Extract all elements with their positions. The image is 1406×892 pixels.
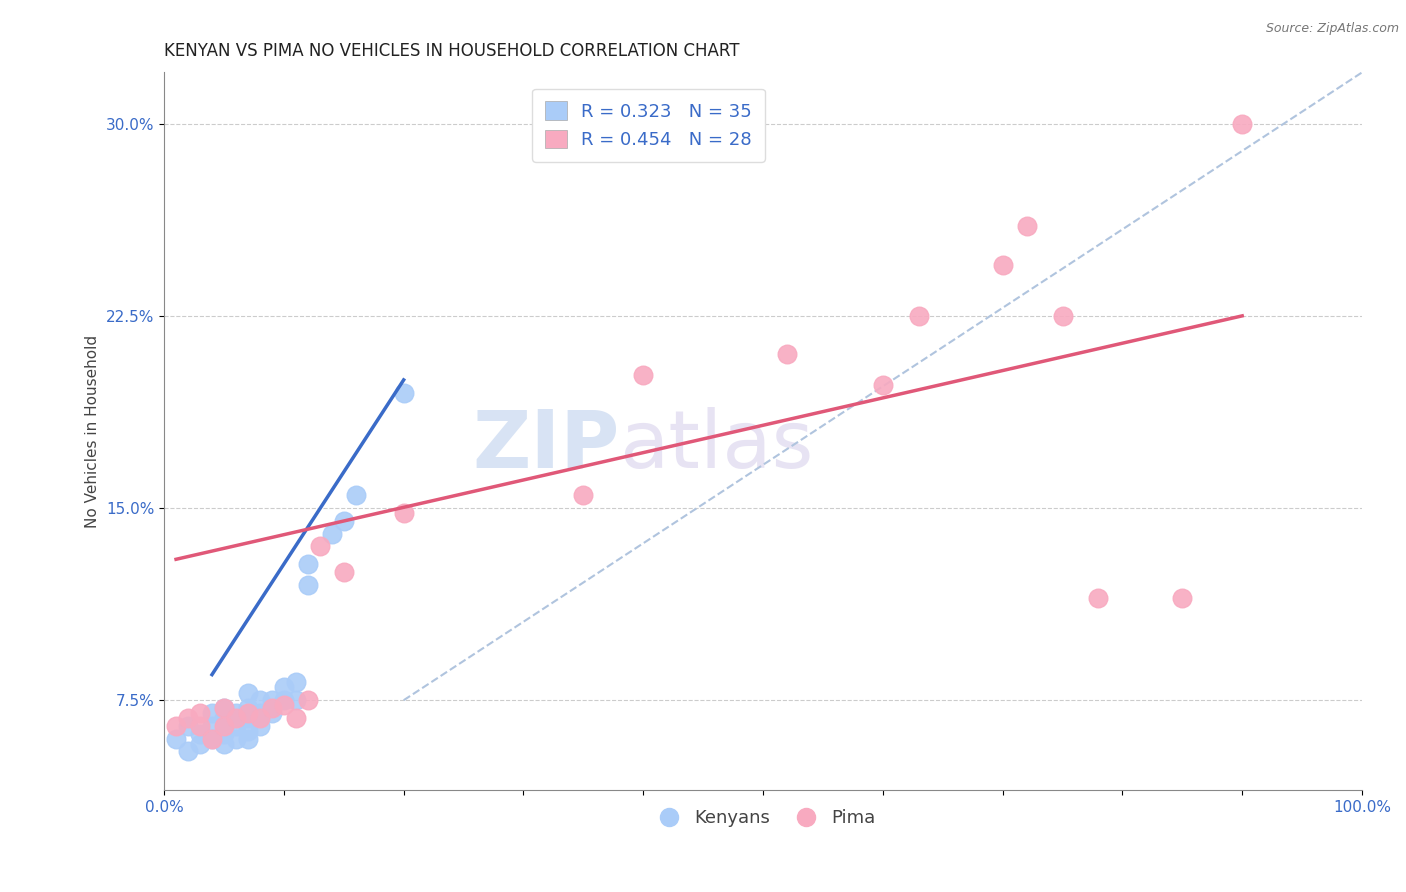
- Point: [236, 731, 259, 746]
- Point: [572, 488, 595, 502]
- Point: [907, 309, 929, 323]
- Point: [332, 565, 354, 579]
- Point: [392, 506, 415, 520]
- Point: [201, 706, 224, 720]
- Point: [212, 701, 235, 715]
- Point: [1052, 309, 1074, 323]
- Point: [236, 723, 259, 738]
- Point: [212, 711, 235, 725]
- Point: [188, 726, 211, 740]
- Legend: Kenyans, Pima: Kenyans, Pima: [644, 802, 883, 835]
- Point: [308, 540, 330, 554]
- Point: [344, 488, 367, 502]
- Point: [177, 719, 200, 733]
- Point: [260, 693, 283, 707]
- Point: [332, 514, 354, 528]
- Point: [776, 347, 799, 361]
- Point: [236, 711, 259, 725]
- Point: [249, 706, 271, 720]
- Point: [177, 711, 200, 725]
- Point: [297, 578, 319, 592]
- Y-axis label: No Vehicles in Household: No Vehicles in Household: [86, 334, 100, 528]
- Point: [225, 719, 247, 733]
- Text: atlas: atlas: [619, 407, 814, 484]
- Point: [273, 698, 295, 713]
- Point: [1087, 591, 1109, 605]
- Point: [201, 731, 224, 746]
- Point: [321, 526, 343, 541]
- Point: [249, 711, 271, 725]
- Point: [297, 693, 319, 707]
- Point: [225, 706, 247, 720]
- Point: [284, 693, 307, 707]
- Point: [260, 706, 283, 720]
- Point: [201, 719, 224, 733]
- Point: [212, 701, 235, 715]
- Point: [273, 681, 295, 695]
- Point: [225, 731, 247, 746]
- Point: [260, 701, 283, 715]
- Point: [633, 368, 655, 382]
- Point: [165, 731, 187, 746]
- Point: [392, 385, 415, 400]
- Point: [236, 685, 259, 699]
- Point: [1232, 117, 1254, 131]
- Point: [249, 693, 271, 707]
- Point: [212, 737, 235, 751]
- Point: [177, 744, 200, 758]
- Text: ZIP: ZIP: [472, 407, 619, 484]
- Point: [249, 719, 271, 733]
- Point: [297, 558, 319, 572]
- Point: [212, 726, 235, 740]
- Point: [284, 675, 307, 690]
- Point: [273, 693, 295, 707]
- Text: KENYAN VS PIMA NO VEHICLES IN HOUSEHOLD CORRELATION CHART: KENYAN VS PIMA NO VEHICLES IN HOUSEHOLD …: [165, 42, 740, 60]
- Point: [188, 706, 211, 720]
- Text: Source: ZipAtlas.com: Source: ZipAtlas.com: [1265, 22, 1399, 36]
- Point: [284, 711, 307, 725]
- Point: [188, 719, 211, 733]
- Point: [1171, 591, 1194, 605]
- Point: [872, 378, 894, 392]
- Point: [236, 706, 259, 720]
- Point: [188, 737, 211, 751]
- Point: [201, 731, 224, 746]
- Point: [225, 711, 247, 725]
- Point: [991, 258, 1014, 272]
- Point: [165, 719, 187, 733]
- Point: [236, 701, 259, 715]
- Point: [1015, 219, 1038, 234]
- Point: [212, 719, 235, 733]
